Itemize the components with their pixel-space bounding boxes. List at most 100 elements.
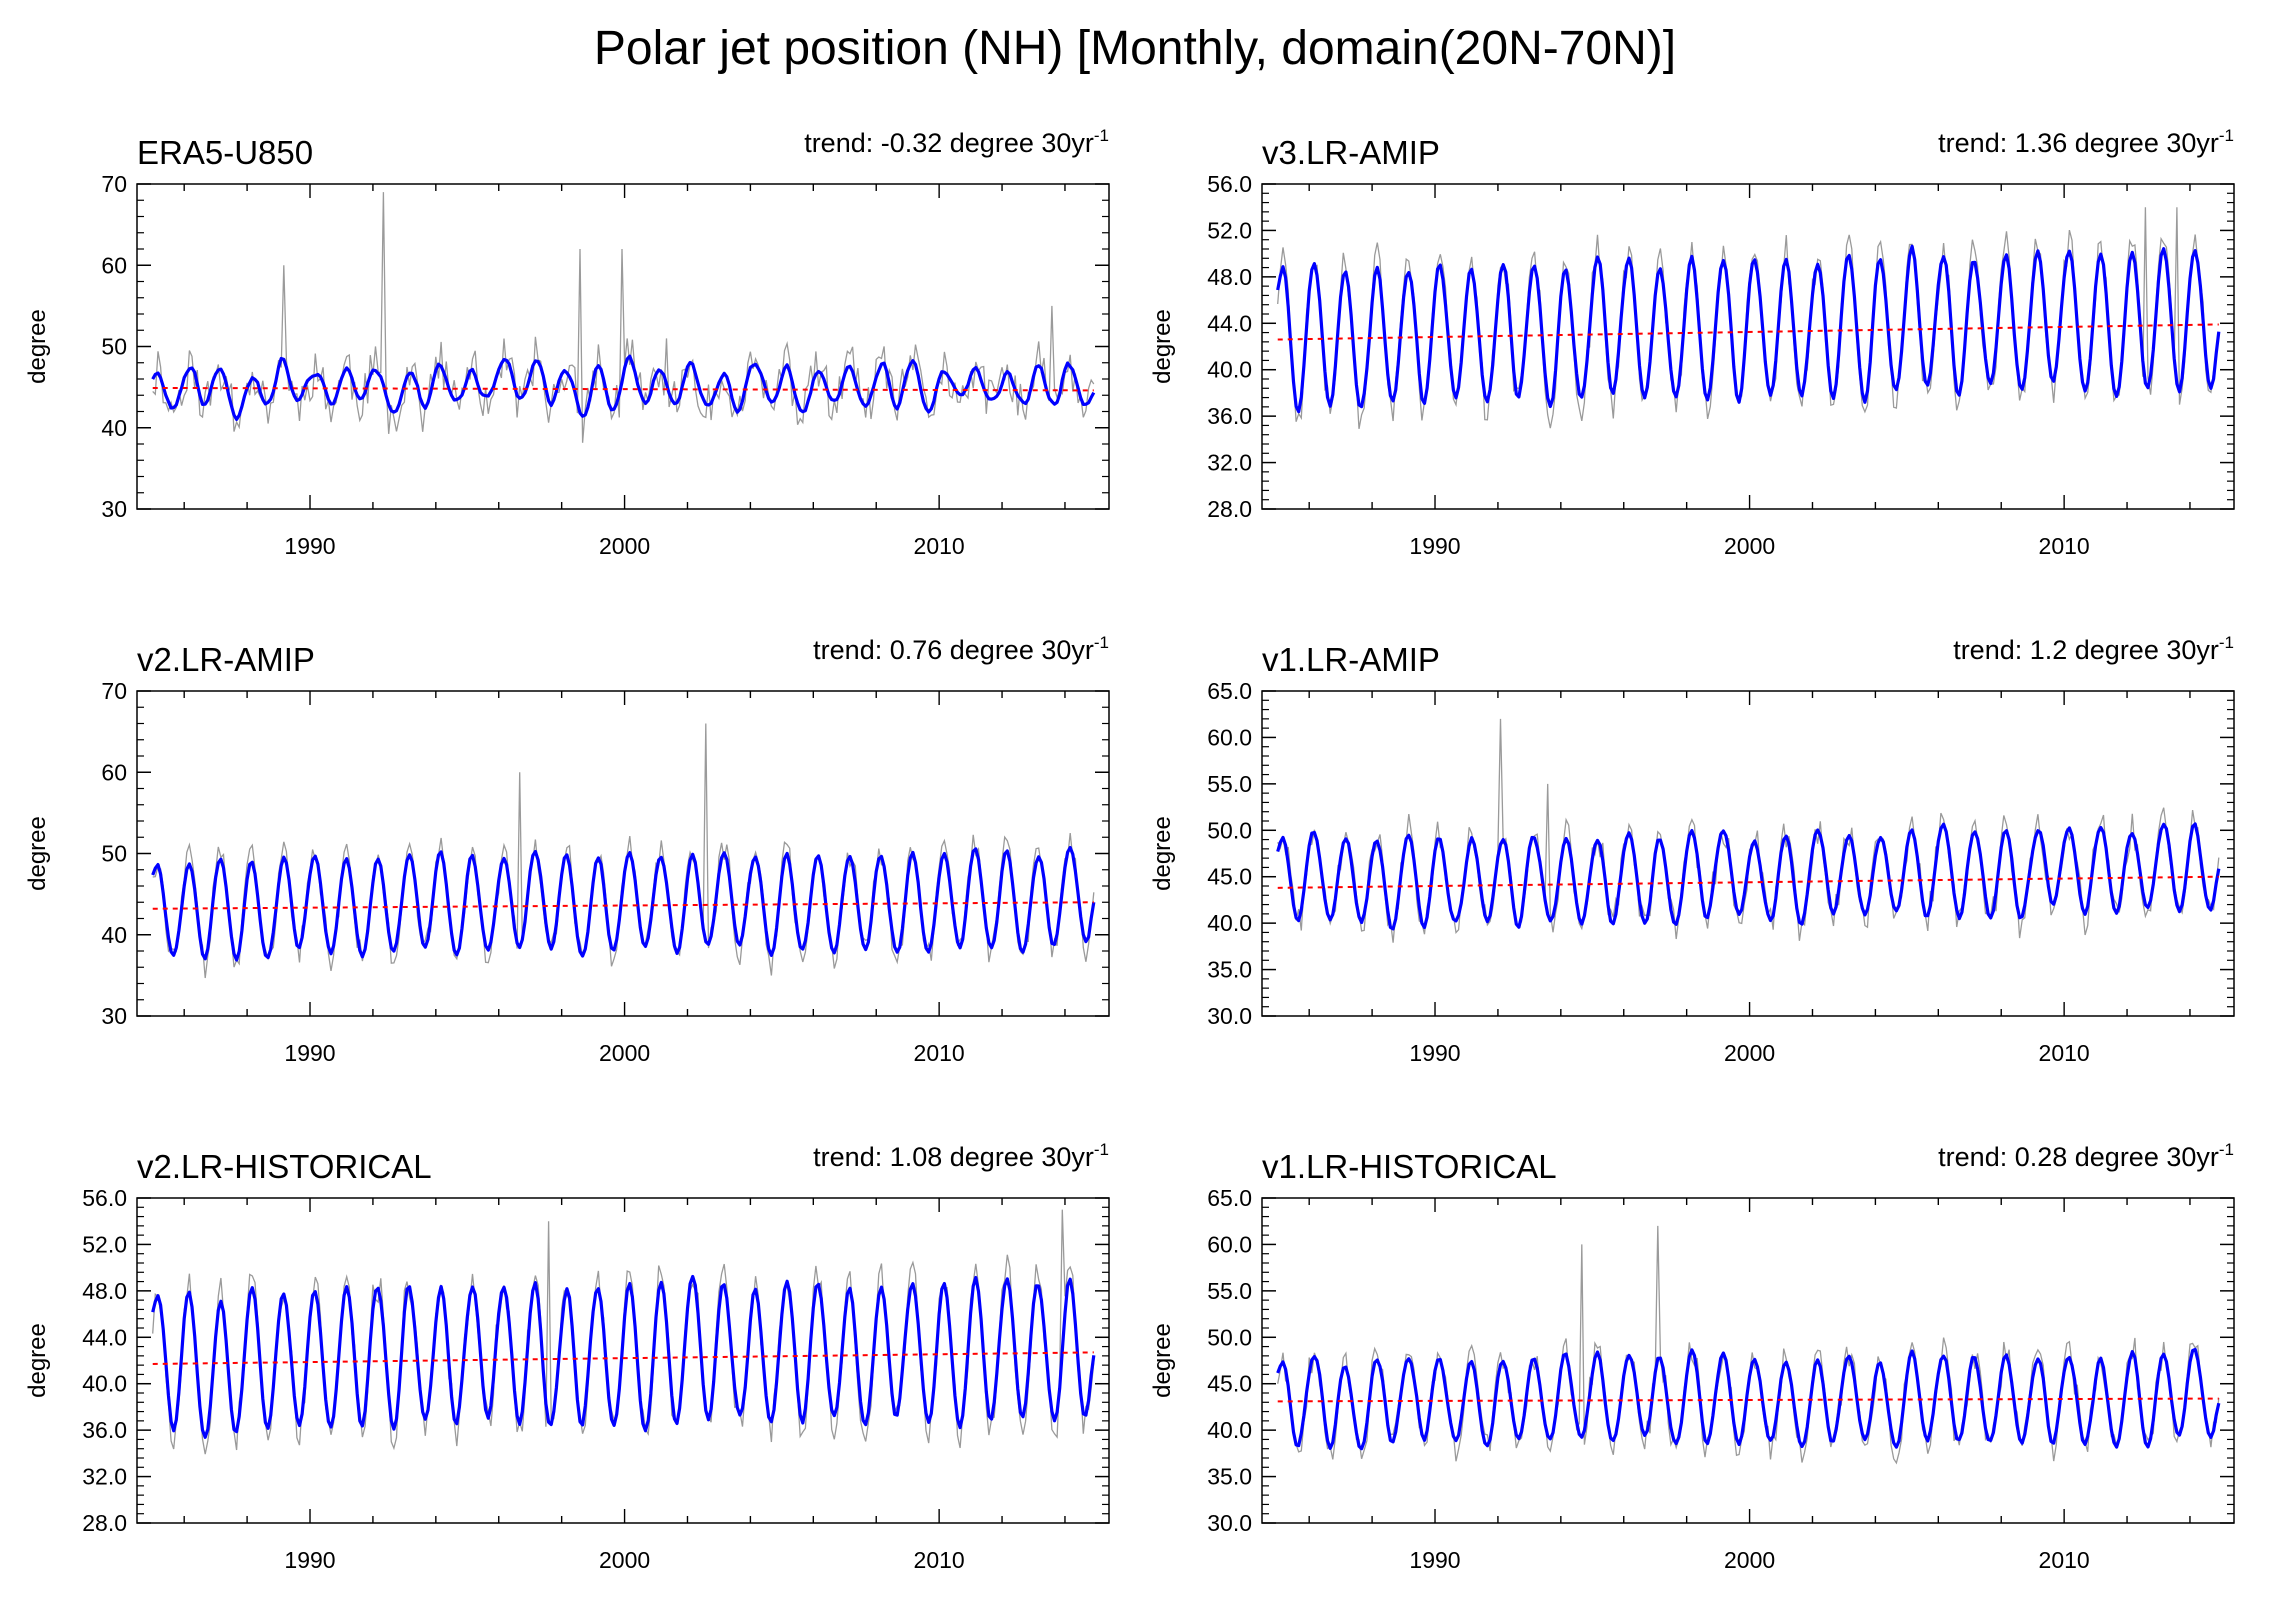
trend-text-superscript: -1 bbox=[2219, 126, 2234, 145]
y-tick-label: 40 bbox=[101, 415, 127, 441]
x-tick-label: 1990 bbox=[1409, 1547, 1460, 1573]
x-tick-label: 2000 bbox=[1724, 533, 1775, 559]
trend-text: trend: 0.28 degree 30yr-1 bbox=[1938, 1140, 2234, 1172]
y-tick-label: 65.0 bbox=[1207, 678, 1252, 704]
series-smoothed-line bbox=[1276, 244, 2221, 414]
plot-frame bbox=[1261, 183, 2235, 510]
y-tick-label: 40.0 bbox=[1207, 1417, 1252, 1443]
panel-4: 30.0 35.0 40.0 45.0 50.0 55.0 60.0 65.0 1990 2000… bbox=[1149, 633, 2235, 1066]
y-tick-label: 60.0 bbox=[1207, 1231, 1252, 1257]
y-axis-label: degree bbox=[1149, 1323, 1176, 1398]
y-tick-label: 30.0 bbox=[1207, 1510, 1252, 1536]
panel-2: 28.0 32.0 36.0 40.0 44.0 48.0 52.0 56.0 1990 2000… bbox=[1149, 126, 2235, 559]
trend-line bbox=[1277, 1397, 2219, 1403]
trend-text: trend: -0.32 degree 30yr-1 bbox=[804, 126, 1109, 158]
trend-text-main: trend: -0.32 degree 30yr bbox=[804, 128, 1094, 158]
y-tick-label: 56.0 bbox=[1207, 171, 1252, 197]
panel-label: v1.LR-AMIP bbox=[1262, 641, 1440, 678]
panel-5: 28.0 32.0 36.0 40.0 44.0 48.0 52.0 56.0 1990 2000… bbox=[24, 1140, 1110, 1573]
x-tick-label: 2010 bbox=[2039, 533, 2090, 559]
y-tick-label: 65.0 bbox=[1207, 1185, 1252, 1211]
panel-3: 30 40 50 60 70 1990 2000 2010 degree v2.LR-AMIP tr… bbox=[24, 633, 1110, 1066]
panel-1: 30 40 50 60 70 1990 2000 2010 degree ERA5-U850 tre… bbox=[24, 126, 1110, 559]
y-tick-label: 35.0 bbox=[1207, 957, 1252, 983]
series-smoothed-line bbox=[151, 1274, 1096, 1439]
x-tick-label: 2010 bbox=[2039, 1547, 2090, 1573]
x-tick-label: 2000 bbox=[1724, 1040, 1775, 1066]
y-tick-label: 50.0 bbox=[1207, 1324, 1252, 1350]
trend-line bbox=[1277, 875, 2219, 889]
series-smoothed-line bbox=[151, 845, 1096, 962]
y-tick-label: 45.0 bbox=[1207, 864, 1252, 890]
series-monthly-line bbox=[1277, 1225, 2220, 1465]
y-tick-label: 60 bbox=[101, 252, 127, 278]
y-tick-label: 60 bbox=[101, 759, 127, 785]
x-tick-label: 1990 bbox=[1409, 533, 1460, 559]
trend-line bbox=[1277, 323, 2219, 341]
trend-text: trend: 1.08 degree 30yr-1 bbox=[813, 1140, 1109, 1172]
y-tick-label: 55.0 bbox=[1207, 771, 1252, 797]
y-tick-label: 55.0 bbox=[1207, 1278, 1252, 1304]
x-tick-label: 2000 bbox=[599, 1547, 650, 1573]
y-tick-label: 40 bbox=[101, 922, 127, 948]
y-tick-label: 30.0 bbox=[1207, 1003, 1252, 1029]
y-tick-label: 28.0 bbox=[82, 1510, 127, 1536]
panel-label: v1.LR-HISTORICAL bbox=[1262, 1148, 1557, 1185]
series-smoothed-line bbox=[1276, 822, 2221, 931]
panel-label: v2.LR-AMIP bbox=[137, 641, 315, 678]
y-tick-label: 36.0 bbox=[82, 1417, 127, 1443]
x-tick-label: 1990 bbox=[284, 1547, 335, 1573]
y-tick-label: 44.0 bbox=[1207, 310, 1252, 336]
y-tick-label: 40.0 bbox=[1207, 357, 1252, 383]
plot-frame bbox=[136, 183, 1110, 510]
series-monthly-line bbox=[152, 192, 1095, 443]
y-tick-label: 32.0 bbox=[82, 1464, 127, 1490]
y-tick-label: 48.0 bbox=[82, 1278, 127, 1304]
y-tick-label: 32.0 bbox=[1207, 450, 1252, 476]
trend-line bbox=[152, 901, 1094, 910]
series-smoothed-line bbox=[151, 354, 1096, 421]
panel-label: v3.LR-AMIP bbox=[1262, 134, 1440, 171]
x-tick-label: 1990 bbox=[284, 533, 335, 559]
trend-text: trend: 0.76 degree 30yr-1 bbox=[813, 633, 1109, 665]
y-axis-label: degree bbox=[24, 1323, 51, 1398]
x-tick-label: 2010 bbox=[2039, 1040, 2090, 1066]
y-tick-label: 60.0 bbox=[1207, 724, 1252, 750]
y-tick-label: 52.0 bbox=[82, 1231, 127, 1257]
trend-text-main: trend: 1.2 degree 30yr bbox=[1953, 635, 2219, 665]
x-tick-label: 1990 bbox=[1409, 1040, 1460, 1066]
trend-text-main: trend: 0.76 degree 30yr bbox=[813, 635, 1094, 665]
trend-text-superscript: -1 bbox=[2219, 1140, 2234, 1159]
y-tick-label: 30 bbox=[101, 1003, 127, 1029]
y-tick-label: 36.0 bbox=[1207, 403, 1252, 429]
y-tick-label: 35.0 bbox=[1207, 1464, 1252, 1490]
y-tick-label: 28.0 bbox=[1207, 496, 1252, 522]
y-tick-label: 70 bbox=[101, 171, 127, 197]
plot-frame bbox=[1261, 690, 2235, 1017]
trend-text-superscript: -1 bbox=[1094, 126, 1109, 145]
y-tick-label: 40.0 bbox=[82, 1371, 127, 1397]
trend-text-main: trend: 1.08 degree 30yr bbox=[813, 1142, 1094, 1172]
plot-frame bbox=[136, 1197, 1110, 1524]
x-tick-label: 2010 bbox=[914, 1040, 965, 1066]
y-tick-label: 50 bbox=[101, 841, 127, 867]
x-tick-label: 1990 bbox=[284, 1040, 335, 1066]
y-tick-label: 50.0 bbox=[1207, 817, 1252, 843]
y-tick-label: 48.0 bbox=[1207, 264, 1252, 290]
y-tick-label: 70 bbox=[101, 678, 127, 704]
y-axis-label: degree bbox=[1149, 309, 1176, 384]
y-tick-label: 45.0 bbox=[1207, 1371, 1252, 1397]
trend-text-superscript: -1 bbox=[1094, 633, 1109, 652]
panel-6: 30.0 35.0 40.0 45.0 50.0 55.0 60.0 65.0 1990 2000… bbox=[1149, 1140, 2235, 1573]
plot-frame bbox=[136, 690, 1110, 1017]
panels: 30 40 50 60 70 1990 2000 2010 degree ERA5-U850 tre… bbox=[24, 126, 2235, 1573]
trend-text-superscript: -1 bbox=[1094, 1140, 1109, 1159]
y-axis-label: degree bbox=[1149, 816, 1176, 891]
trend-text-superscript: -1 bbox=[2219, 633, 2234, 652]
trend-text-main: trend: 1.36 degree 30yr bbox=[1938, 128, 2219, 158]
trend-text-main: trend: 0.28 degree 30yr bbox=[1938, 1142, 2219, 1172]
x-tick-label: 2000 bbox=[599, 1040, 650, 1066]
series-smoothed-line bbox=[1276, 1347, 2221, 1451]
